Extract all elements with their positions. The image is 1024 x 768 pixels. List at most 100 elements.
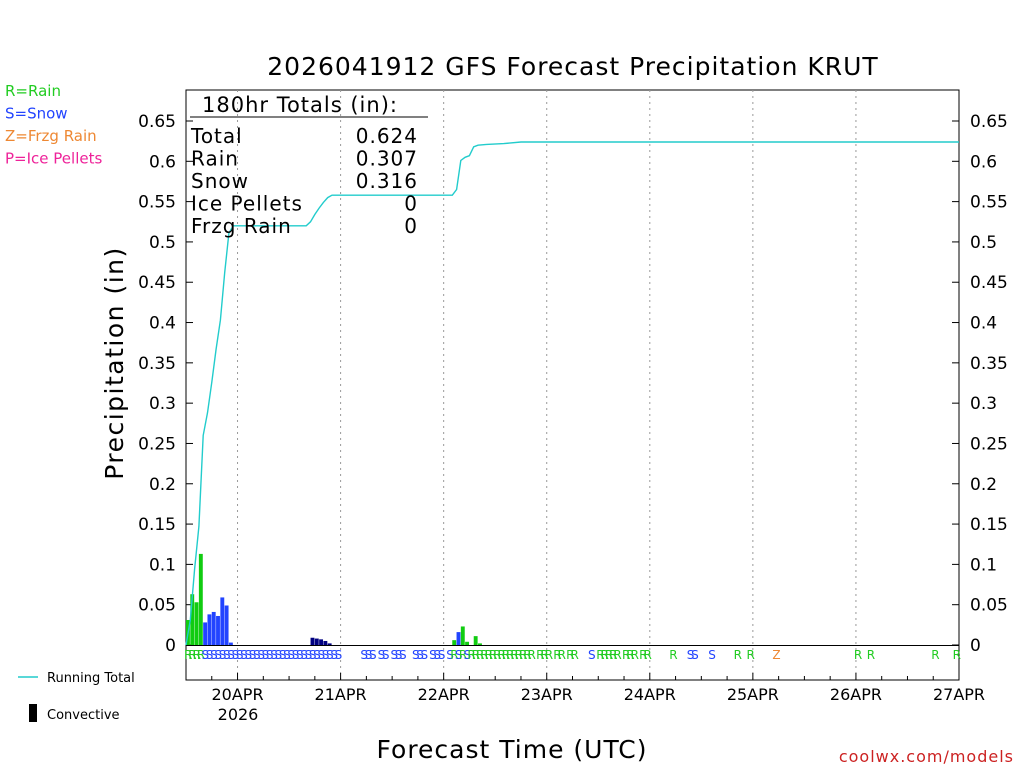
type-marker: S — [438, 648, 446, 662]
type-marker: R — [643, 648, 651, 662]
type-marker: R — [601, 648, 609, 662]
y-tick-label: 0.1 — [149, 555, 176, 575]
totals-row-label: Total — [190, 124, 243, 148]
precip-bar-rain — [452, 640, 457, 645]
type-marker: S — [691, 648, 699, 662]
x-tick-label: 23APR — [521, 685, 573, 704]
type-marker: R — [450, 648, 458, 662]
type-marker: R — [519, 648, 527, 662]
type-marker: R — [506, 648, 514, 662]
totals-row-label: Snow — [191, 169, 249, 193]
y-tick-label-right: 0.15 — [970, 515, 1008, 535]
totals-row-value: 0 — [404, 214, 418, 238]
type-marker: S — [253, 648, 261, 662]
type-marker: Z — [772, 648, 780, 662]
type-marker: R — [566, 648, 574, 662]
y-tick-label: 0.3 — [149, 394, 176, 414]
credit-text: coolwx.com/models — [839, 747, 1014, 766]
type-marker: S — [219, 648, 227, 662]
y-tick-label-right: 0 — [970, 636, 981, 656]
type-marker: R — [931, 648, 939, 662]
legend-r: R=Rain — [5, 82, 61, 100]
type-marker: R — [493, 648, 501, 662]
type-marker: S — [390, 648, 398, 662]
type-marker: R — [747, 648, 755, 662]
type-marker: R — [497, 648, 505, 662]
x-axis: 20APR 21APR 22APR 23APR 24APR 25APR 26APR 27APR — [211, 673, 985, 704]
type-marker: S — [330, 648, 338, 662]
type-marker: S — [244, 648, 252, 662]
precip-bar-rain — [473, 636, 478, 645]
x-axis-label: Forecast Time (UTC) — [377, 735, 648, 764]
type-marker: S — [433, 648, 441, 662]
type-marker: S — [223, 648, 231, 662]
type-marker: R — [184, 648, 192, 662]
type-marker: R — [528, 648, 536, 662]
precip-bar-rain — [465, 641, 470, 645]
type-marker: S — [335, 648, 343, 662]
type-marker: S — [206, 648, 214, 662]
y-tick-label: 0.15 — [138, 515, 176, 535]
type-marker: R — [867, 648, 875, 662]
totals-row-value: 0 — [404, 192, 418, 216]
x-tick-label: 20APR — [211, 685, 263, 704]
type-marker: S — [240, 648, 248, 662]
y-tick-label: 0.4 — [149, 314, 176, 334]
y-tick-label: 0.65 — [138, 112, 176, 132]
type-marker: S — [382, 648, 390, 662]
type-marker: S — [322, 648, 330, 662]
y-tick-label: 0.45 — [138, 273, 176, 293]
y-tick-label-right: 0.65 — [970, 112, 1008, 132]
type-marker: R — [188, 648, 196, 662]
y-tick-label: 0.5 — [149, 233, 176, 253]
y-tick-label-right: 0.1 — [970, 555, 997, 575]
type-marker: R — [540, 648, 548, 662]
precip-bar-rain — [194, 602, 199, 645]
x-tick-label: 21APR — [315, 685, 367, 704]
x-tick-label: 26APR — [830, 685, 882, 704]
type-marker: S — [262, 648, 270, 662]
y-tick-label: 0.25 — [138, 434, 176, 454]
precip-bar-snow — [207, 614, 212, 645]
type-marker: S — [309, 648, 317, 662]
y-tick-label: 0 — [165, 636, 176, 656]
type-marker: S — [227, 648, 235, 662]
y-tick-label-right: 0.2 — [970, 475, 997, 495]
type-marker: R — [558, 648, 566, 662]
totals-row-value: 0.307 — [356, 147, 418, 171]
y-tick-label: 0.2 — [149, 475, 176, 495]
type-marker: S — [360, 648, 368, 662]
precip-bar-rain — [478, 643, 482, 645]
type-marker: S — [279, 648, 287, 662]
type-marker: S — [283, 648, 291, 662]
precip-bars — [186, 553, 482, 645]
precip-bar-snow — [211, 611, 216, 645]
type-marker: R — [553, 648, 561, 662]
type-marker: R — [485, 648, 493, 662]
chart-title: 2026041912 GFS Forecast Precipitation KR… — [267, 52, 878, 81]
precip-bar-convective — [314, 638, 319, 645]
y-axis-right: 0 0.05 0.1 0.15 0.2 0.25 0.3 0.35 0.4 0.45 0.5 0.55… — [952, 112, 1008, 656]
type-marker: S — [296, 648, 304, 662]
y-tick-label-right: 0.25 — [970, 434, 1008, 454]
type-marker: R — [193, 648, 201, 662]
running-total-line — [185, 141, 959, 646]
type-marker: R — [536, 648, 544, 662]
type-marker: S — [446, 648, 454, 662]
totals-title: 180hr Totals (in): — [202, 93, 398, 117]
type-marker: S — [708, 648, 716, 662]
y-tick-label: 0.55 — [138, 193, 176, 213]
totals-row-label: Frzg Rain — [191, 214, 292, 238]
type-marker: S — [399, 648, 407, 662]
type-marker: R — [545, 648, 553, 662]
type-marker: S — [687, 648, 695, 662]
type-marker: S — [305, 648, 313, 662]
precip-bar-rain — [460, 626, 465, 645]
legend-s: S=Snow — [5, 105, 68, 123]
type-marker: S — [416, 648, 424, 662]
type-marker: R — [502, 648, 510, 662]
x-tick-label: 25APR — [727, 685, 779, 704]
type-marker: R — [510, 648, 518, 662]
precip-bar-snow — [203, 622, 208, 645]
